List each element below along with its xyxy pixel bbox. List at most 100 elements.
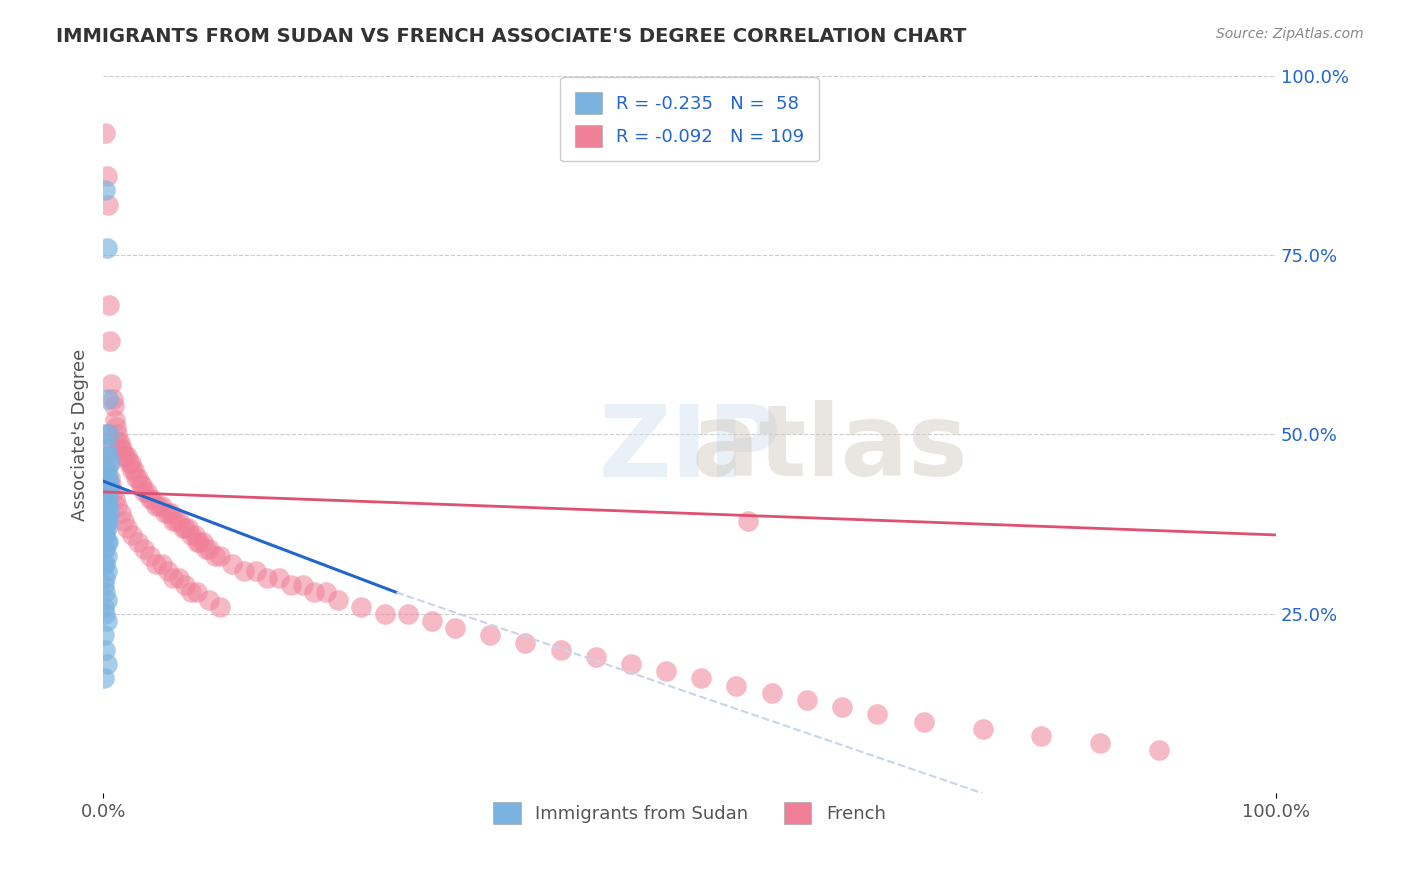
Text: IMMIGRANTS FROM SUDAN VS FRENCH ASSOCIATE'S DEGREE CORRELATION CHART: IMMIGRANTS FROM SUDAN VS FRENCH ASSOCIAT… <box>56 27 966 45</box>
Point <box>120 456 142 470</box>
Point <box>156 564 179 578</box>
Point <box>139 549 162 564</box>
Point <box>160 507 183 521</box>
Point <box>104 413 127 427</box>
Point <box>725 679 748 693</box>
Point <box>655 665 678 679</box>
Point <box>1088 736 1111 750</box>
Point <box>690 672 713 686</box>
Point <box>1031 729 1053 743</box>
Point <box>94 514 117 528</box>
Point <box>326 592 349 607</box>
Point <box>97 535 120 549</box>
Point <box>93 672 115 686</box>
Point <box>174 578 197 592</box>
Point <box>256 571 278 585</box>
Point <box>96 169 118 183</box>
Point <box>165 514 187 528</box>
Point <box>94 449 117 463</box>
Point <box>94 463 117 477</box>
Point <box>98 477 121 491</box>
Point <box>94 521 117 535</box>
Point <box>105 420 128 434</box>
Point <box>139 491 162 506</box>
Point <box>97 198 120 212</box>
Point <box>131 477 153 491</box>
Point <box>94 491 117 506</box>
Point <box>125 470 148 484</box>
Point <box>98 456 121 470</box>
Point <box>93 500 115 514</box>
Point <box>96 521 118 535</box>
Point <box>197 592 219 607</box>
Point <box>183 528 205 542</box>
Legend: Immigrants from Sudan, French: Immigrants from Sudan, French <box>482 791 897 835</box>
Point <box>103 399 125 413</box>
Point <box>93 491 115 506</box>
Point <box>145 500 167 514</box>
Point <box>94 507 117 521</box>
Point <box>94 571 117 585</box>
Point <box>127 535 149 549</box>
Point <box>107 434 129 449</box>
Point <box>97 500 120 514</box>
Point <box>315 585 337 599</box>
Point <box>620 657 643 672</box>
Point <box>110 442 132 456</box>
Point <box>93 557 115 571</box>
Point <box>96 535 118 549</box>
Point <box>96 500 118 514</box>
Point <box>98 334 121 348</box>
Point <box>97 514 120 528</box>
Point <box>121 463 143 477</box>
Point <box>97 449 120 463</box>
Point <box>420 614 443 628</box>
Point <box>98 456 121 470</box>
Point <box>169 514 191 528</box>
Point <box>150 557 173 571</box>
Y-axis label: Associate's Degree: Associate's Degree <box>72 348 89 521</box>
Point <box>162 514 184 528</box>
Point <box>191 535 214 549</box>
Point <box>550 642 572 657</box>
Point <box>195 542 218 557</box>
Point <box>105 427 128 442</box>
Point <box>188 535 211 549</box>
Point <box>112 514 135 528</box>
Point <box>96 491 118 506</box>
Point <box>93 528 115 542</box>
Point <box>145 557 167 571</box>
Point <box>121 528 143 542</box>
Point <box>94 557 117 571</box>
Point <box>585 650 607 665</box>
Point <box>97 392 120 406</box>
Point <box>180 528 202 542</box>
Point <box>118 456 141 470</box>
Point <box>97 484 120 499</box>
Point <box>127 470 149 484</box>
Point <box>169 571 191 585</box>
Point <box>176 521 198 535</box>
Point <box>97 470 120 484</box>
Point <box>155 507 177 521</box>
Point <box>93 521 115 535</box>
Point <box>150 500 173 514</box>
Point <box>280 578 302 592</box>
Point <box>94 607 117 621</box>
Point <box>93 542 115 557</box>
Point <box>97 442 120 456</box>
Point <box>291 578 314 592</box>
Point <box>396 607 419 621</box>
Point <box>96 477 118 491</box>
Point <box>96 484 118 499</box>
Point <box>94 484 117 499</box>
Point <box>209 599 232 614</box>
Point <box>96 514 118 528</box>
Point <box>374 607 396 621</box>
Point <box>174 521 197 535</box>
Point <box>104 491 127 506</box>
Point <box>444 621 467 635</box>
Point <box>180 585 202 599</box>
Point <box>866 707 889 722</box>
Point <box>209 549 232 564</box>
